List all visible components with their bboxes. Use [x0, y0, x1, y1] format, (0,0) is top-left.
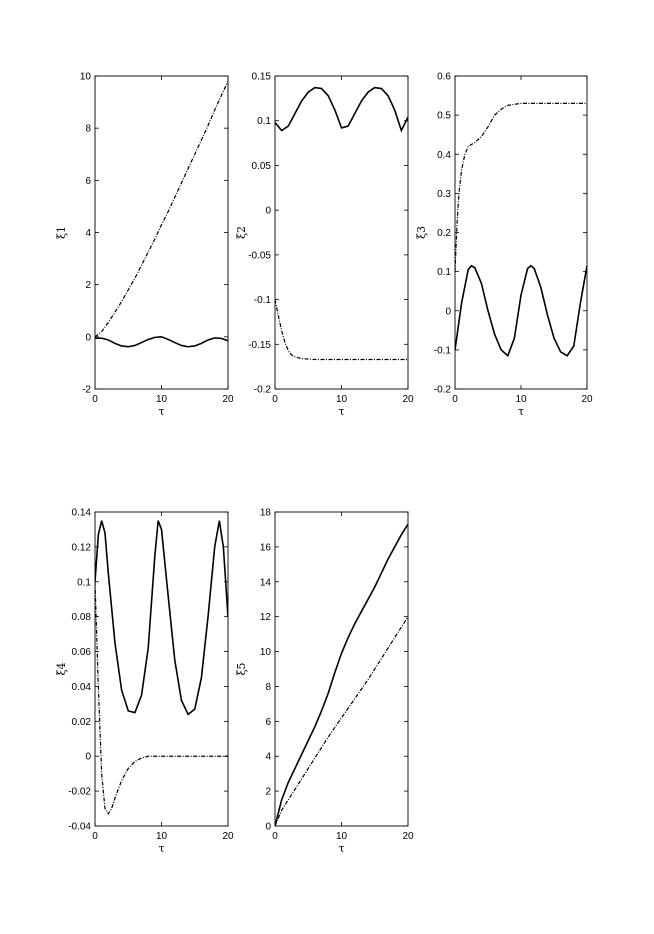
- panel-3: -0.2 -0.1 0 0.1 0.2 0.3 0.4 0.5 0.6 0 10 20 τ ξ3: [415, 72, 593, 419]
- y-tick-label-4-1: -0.02: [68, 787, 91, 798]
- plot-frame-3: [454, 75, 588, 390]
- y-tick-label-2-5: 0.05: [252, 161, 272, 172]
- y-tick-label-5-6: 12: [260, 612, 272, 623]
- y-tick-label-4-4: 0.04: [72, 682, 92, 693]
- y-tick-label-1-4: 6: [85, 176, 91, 187]
- panel-5: 0 2 4 6 8 10 12 14 16 18 0 10 20 τ ξ5: [235, 508, 414, 856]
- plot-frame-2: [274, 75, 409, 390]
- y-tick-label-2-2: -0.1: [254, 295, 272, 306]
- x-axis-label-5: τ: [338, 842, 344, 855]
- y-tick-label-5-3: 6: [265, 717, 271, 728]
- y-axis-label-2: ξ2: [235, 226, 248, 239]
- y-tick-label-3-2: 0: [445, 306, 451, 317]
- y-tick-label-4-6: 0.08: [72, 612, 92, 623]
- x-tick-label-2-0: 0: [272, 394, 278, 405]
- y-tick-label-4-0: -0.04: [68, 822, 91, 833]
- series-solid-line-3: [455, 264, 587, 358]
- x-tick-label-2-2: 20: [402, 394, 414, 405]
- x-tick-label-4-1: 10: [156, 831, 168, 842]
- x-tick-label-5-0: 0: [272, 831, 278, 842]
- y-tick-label-3-6: 0.4: [437, 150, 451, 161]
- x-axis-label-1: τ: [158, 405, 164, 418]
- y-tick-label-4-5: 0.06: [72, 647, 92, 658]
- y-tick-label-1-1: 0: [85, 332, 91, 343]
- x-tick-label-4-0: 0: [92, 831, 98, 842]
- y-axis-label-1: ξ1: [55, 226, 68, 239]
- series-solid-line-4: [95, 520, 228, 716]
- y-tick-label-3-5: 0.3: [437, 189, 451, 200]
- y-tick-label-4-7: 0.1: [77, 577, 91, 588]
- x-tick-label-3-2: 20: [581, 394, 593, 405]
- series-solid-line-5: [275, 523, 408, 826]
- y-tick-label-5-0: 0: [265, 822, 271, 833]
- y-tick-label-2-4: 0: [265, 206, 271, 217]
- plot-frame-4: [94, 511, 229, 827]
- y-axis-label-5: ξ5: [235, 662, 248, 675]
- y-tick-label-1-2: 2: [85, 280, 91, 291]
- y-tick-label-5-1: 2: [265, 787, 271, 798]
- x-tick-label-3-0: 0: [452, 394, 458, 405]
- series-dashdot-line-2: [275, 299, 408, 361]
- x-tick-label-1-1: 10: [156, 394, 168, 405]
- x-tick-label-5-2: 20: [402, 831, 414, 842]
- y-tick-label-4-9: 0.14: [72, 508, 92, 519]
- series-solid-line-1: [95, 336, 228, 348]
- plot-frame-1: [94, 75, 229, 390]
- y-tick-label-1-5: 8: [85, 124, 91, 135]
- panel-4: -0.04 -0.02 0 0.02 0.04 0.06 0.08 0.1 0.12 0.14 0 1…: [55, 508, 234, 856]
- series-dashdot-line-3: [455, 102, 587, 272]
- panel-2: -0.2 -0.15 -0.1 -0.05 0 0.05 0.1 0.15 0 10 20 τ ξ2: [235, 72, 414, 419]
- x-axis-label-2: τ: [338, 405, 344, 418]
- y-tick-label-5-4: 8: [265, 682, 271, 693]
- y-tick-label-5-5: 10: [260, 647, 272, 658]
- y-tick-label-3-0: -0.2: [434, 385, 452, 396]
- x-tick-label-2-1: 10: [336, 394, 348, 405]
- y-tick-label-3-4: 0.2: [437, 228, 451, 239]
- y-tick-label-5-7: 14: [260, 577, 272, 588]
- y-tick-label-2-1: -0.15: [248, 340, 271, 351]
- y-tick-label-3-3: 0.1: [437, 267, 451, 278]
- x-tick-label-1-2: 20: [222, 394, 234, 405]
- y-tick-label-3-7: 0.5: [437, 111, 451, 122]
- series-dashdot-line-1: [95, 80, 228, 338]
- x-tick-label-1-0: 0: [92, 394, 98, 405]
- y-tick-label-5-2: 4: [265, 752, 271, 763]
- y-tick-label-4-3: 0.02: [72, 717, 92, 728]
- y-tick-label-4-8: 0.12: [72, 542, 92, 553]
- x-tick-label-5-1: 10: [336, 831, 348, 842]
- y-axis-label-3: ξ3: [415, 226, 428, 239]
- y-tick-label-1-6: 10: [80, 72, 92, 83]
- y-tick-label-1-3: 4: [85, 228, 91, 239]
- y-tick-label-2-6: 0.1: [257, 116, 271, 127]
- x-axis-label-3: τ: [518, 405, 524, 418]
- series-dashdot-line-5: [275, 616, 408, 826]
- y-tick-label-4-2: 0: [85, 752, 91, 763]
- y-tick-label-2-7: 0.15: [252, 72, 272, 83]
- y-tick-label-5-8: 16: [260, 542, 272, 553]
- y-tick-label-2-0: -0.2: [254, 385, 272, 396]
- y-tick-label-1-0: -2: [82, 385, 91, 396]
- x-tick-label-4-2: 20: [222, 831, 234, 842]
- y-tick-label-2-3: -0.05: [248, 250, 271, 261]
- x-tick-label-3-1: 10: [515, 394, 527, 405]
- y-tick-label-3-8: 0.6: [437, 72, 451, 83]
- y-tick-label-3-1: -0.1: [434, 345, 452, 356]
- x-axis-label-4: τ: [158, 842, 164, 855]
- series-solid-line-2: [275, 86, 408, 133]
- y-tick-label-5-9: 18: [260, 508, 272, 519]
- y-axis-label-4: ξ4: [55, 662, 68, 675]
